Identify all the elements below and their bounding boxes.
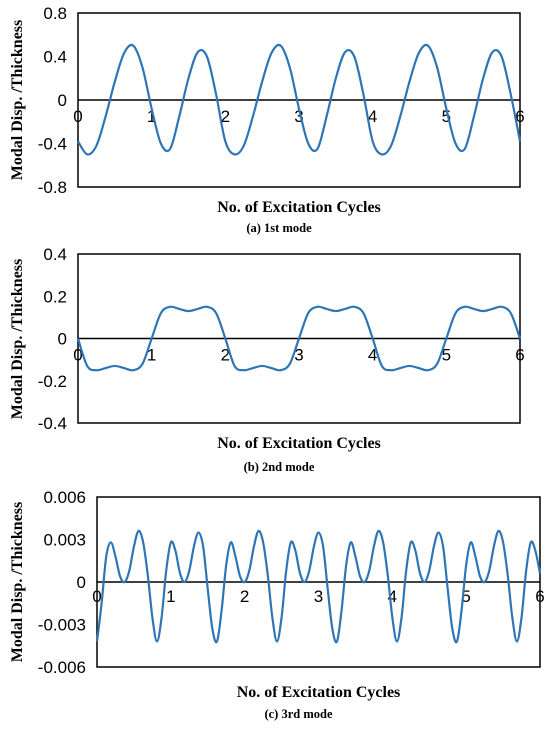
- y-tick-label: -0.006: [38, 658, 86, 677]
- series-line: [77, 43, 522, 156]
- y-tick-label: -0.2: [38, 372, 67, 391]
- x-tick-label: 3: [294, 107, 303, 126]
- x-axis-label: No. of Excitation Cycles: [217, 435, 381, 452]
- x-tick-label: 2: [221, 107, 230, 126]
- x-tick-label: 5: [461, 587, 470, 606]
- x-tick-label: 5: [442, 107, 451, 126]
- y-tick-label: 0.006: [43, 488, 86, 507]
- y-tick-label: 0: [58, 330, 67, 349]
- x-tick-label: 3: [314, 587, 323, 606]
- y-tick-label: 0.4: [43, 48, 67, 67]
- y-tick-label: -0.8: [38, 178, 67, 197]
- chart-caption: (b) 2nd mode: [244, 460, 315, 474]
- series-line: [76, 305, 522, 372]
- chart-2: 0.4 0.2 0 -0.2 -0.4 0 1 2 3 4 5 6 Modal Disp. /Thick…: [9, 245, 525, 474]
- y-tick-label: 0.003: [43, 531, 86, 550]
- x-tick-label: 4: [368, 107, 377, 126]
- x-tick-label: 1: [166, 587, 175, 606]
- x-tick-label: 2: [221, 346, 230, 365]
- chart-1: 0.8 0.4 0 -0.4 -0.8 0 1 2 3 4 5 6 Modal Disp. /Thick…: [9, 4, 525, 235]
- x-tick-label: 4: [368, 346, 377, 365]
- chart-caption: (a) 1st mode: [246, 221, 312, 235]
- y-tick-label: 0.4: [43, 245, 67, 264]
- x-tick-label: 4: [388, 587, 397, 606]
- y-tick-label: 0.8: [43, 4, 67, 23]
- x-tick-label: 6: [515, 346, 524, 365]
- y-tick-label: -0.003: [38, 616, 86, 635]
- chart-caption: (c) 3rd mode: [264, 707, 332, 721]
- x-tick-label: 2: [240, 587, 249, 606]
- x-axis-label: No. of Excitation Cycles: [237, 684, 401, 701]
- chart-3: 0.006 0.003 0 -0.003 -0.006 0 1 2 3 4 5 6 Modal Disp…: [9, 488, 545, 721]
- y-tick-label: 0.2: [43, 287, 67, 306]
- y-axis-label: Modal Disp. /Thickness: [9, 20, 26, 180]
- x-tick-label: 6: [535, 587, 544, 606]
- x-tick-label: 0: [73, 107, 82, 126]
- y-tick-label: -0.4: [38, 414, 67, 433]
- x-tick-label: 6: [515, 107, 524, 126]
- x-tick-label: 1: [147, 107, 156, 126]
- x-tick-label: 0: [73, 346, 82, 365]
- x-tick-label: 0: [92, 587, 101, 606]
- x-tick-label: 1: [147, 346, 156, 365]
- series-line: [95, 529, 542, 644]
- y-tick-label: 0: [58, 91, 67, 110]
- y-tick-label: 0: [77, 573, 86, 592]
- x-tick-label: 5: [442, 346, 451, 365]
- x-tick-label: 3: [294, 346, 303, 365]
- x-axis-label: No. of Excitation Cycles: [217, 199, 381, 216]
- y-axis-label: Modal Disp. /Thickness: [9, 259, 26, 419]
- y-tick-label: -0.4: [38, 135, 67, 154]
- y-axis-label: Modal Disp. /Thickness: [9, 502, 26, 662]
